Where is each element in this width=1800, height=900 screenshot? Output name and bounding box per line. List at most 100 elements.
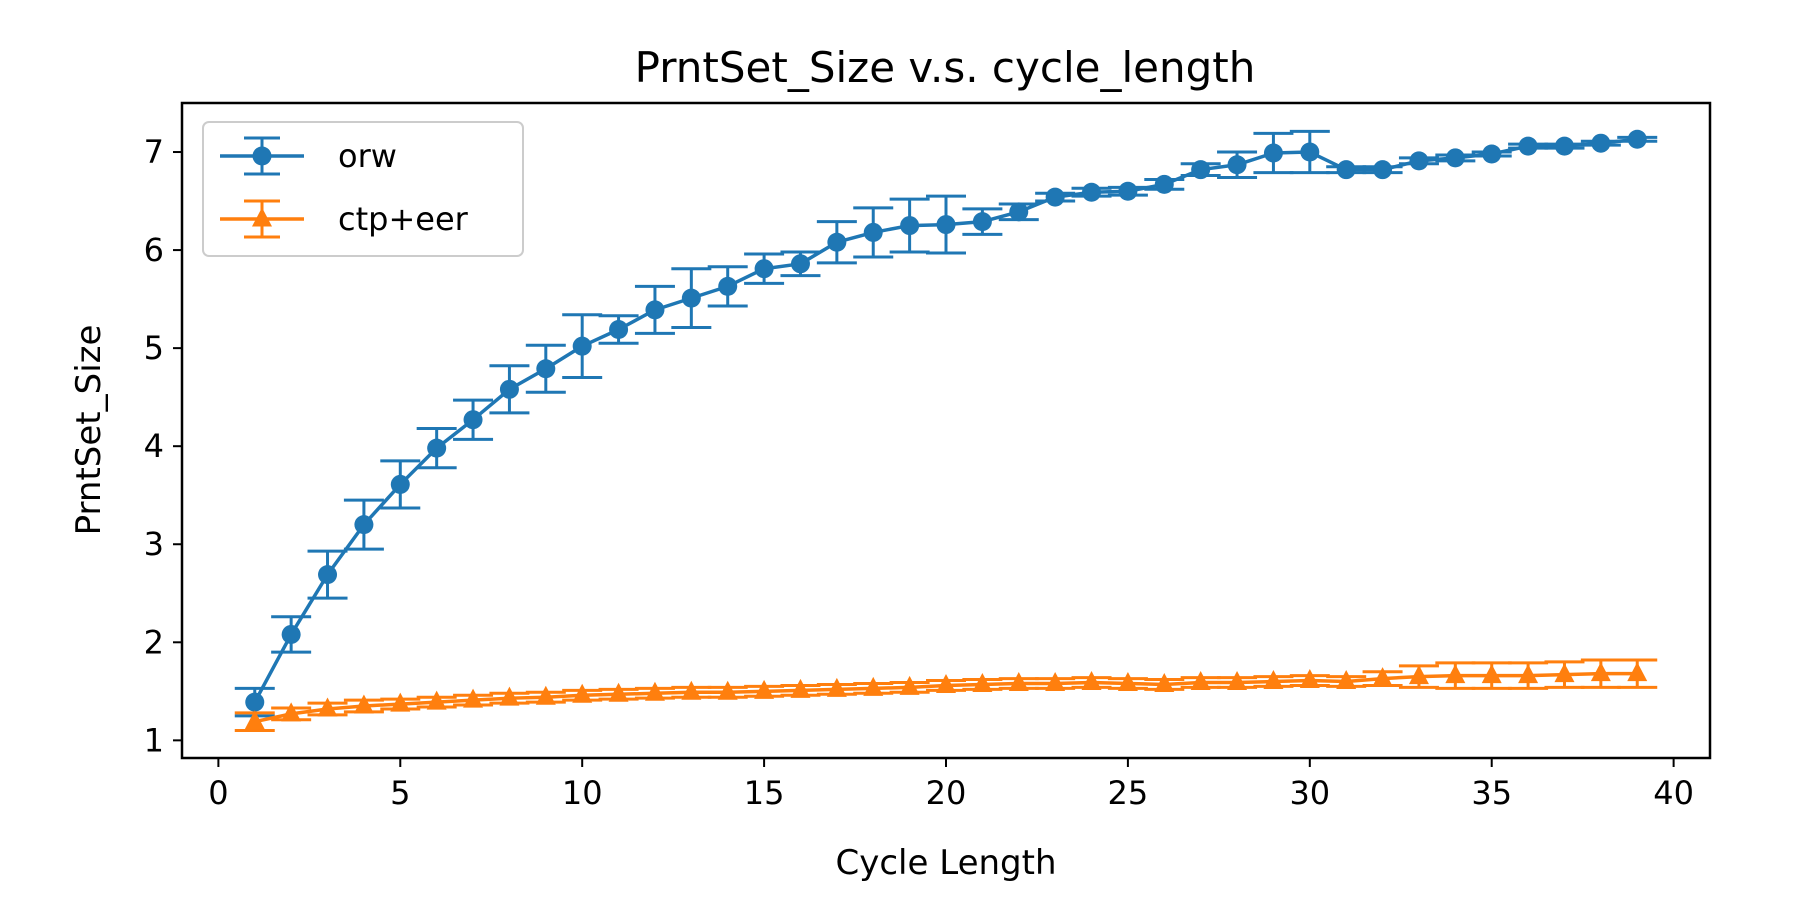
data-point: [1117, 671, 1138, 691]
data-point: [1045, 671, 1066, 691]
data-point: [1408, 665, 1429, 685]
data-point: [499, 686, 520, 706]
x-tick-label: 30: [1289, 774, 1330, 812]
legend-marker: [252, 146, 272, 166]
data-point: [1263, 670, 1284, 690]
data-point: [1045, 187, 1065, 207]
series-orw: [234, 129, 1658, 718]
y-tick-label: 5: [144, 329, 164, 367]
data-point: [790, 254, 810, 274]
data-point: [1409, 151, 1429, 171]
data-point: [1554, 663, 1575, 683]
data-point: [1190, 670, 1211, 690]
legend-entry-ctp+eer: ctp+eer: [220, 199, 469, 239]
legend-marker: [252, 207, 272, 227]
y-axis-label: PrntSet_Size: [69, 325, 109, 536]
x-tick-label: 25: [1108, 774, 1149, 812]
data-point: [318, 565, 338, 585]
x-tick-label: 20: [926, 774, 967, 812]
data-point: [572, 336, 592, 356]
data-point: [281, 702, 302, 722]
data-point: [1373, 160, 1393, 180]
x-tick-label: 40: [1653, 774, 1694, 812]
legend-label: orw: [338, 137, 397, 175]
data-point: [936, 673, 956, 693]
data-point: [1590, 662, 1611, 682]
data-point: [1482, 144, 1502, 164]
data-point: [1481, 664, 1502, 684]
data-point: [317, 697, 338, 717]
data-point: [899, 675, 920, 695]
data-point: [536, 359, 556, 379]
data-point: [353, 694, 374, 714]
data-point: [244, 710, 265, 730]
legend-label: ctp+eer: [338, 200, 469, 238]
data-point: [1118, 181, 1138, 201]
data-point: [754, 259, 774, 279]
data-point: [1081, 670, 1102, 690]
x-tick-label: 35: [1471, 774, 1512, 812]
data-point: [681, 680, 702, 700]
data-point: [1191, 160, 1211, 180]
data-point: [863, 222, 883, 242]
data-point: [1154, 174, 1174, 194]
series-ctp+eer: [234, 658, 1658, 733]
data-point: [1082, 182, 1102, 202]
y-tick-label: 6: [144, 231, 164, 269]
data-point: [1445, 664, 1466, 684]
data-point: [390, 692, 411, 712]
data-point: [609, 320, 629, 340]
y-tick-label: 1: [144, 721, 164, 759]
legend: orw ctp+eer: [202, 121, 524, 257]
data-point: [718, 276, 738, 296]
data-point: [426, 690, 447, 710]
data-point: [936, 215, 956, 235]
data-point: [572, 683, 593, 703]
y-tick-label: 2: [144, 623, 164, 661]
data-point: [1627, 129, 1647, 149]
data-point: [1554, 136, 1574, 156]
data-point: [1299, 669, 1320, 689]
data-point: [499, 379, 519, 399]
data-point: [972, 212, 992, 232]
data-point: [681, 288, 701, 308]
data-point: [281, 624, 301, 644]
y-tick-label: 7: [144, 133, 164, 171]
data-point: [463, 410, 483, 430]
data-point: [827, 232, 847, 252]
x-tick-label: 10: [562, 774, 603, 812]
data-point: [1008, 671, 1029, 691]
x-tick-label: 5: [390, 774, 410, 812]
data-point: [1372, 667, 1393, 687]
data-point: [354, 515, 374, 535]
data-point: [717, 680, 738, 700]
data-point: [754, 679, 775, 699]
data-point: [863, 676, 884, 696]
data-point: [972, 672, 993, 692]
data-point: [1518, 136, 1538, 156]
data-point: [900, 216, 920, 236]
data-point: [644, 681, 665, 701]
data-point: [608, 682, 629, 702]
x-axis-label: Cycle Length: [836, 843, 1057, 883]
data-point: [826, 677, 847, 697]
data-point: [1300, 142, 1320, 162]
data-point: [1009, 202, 1029, 222]
data-point: [427, 438, 447, 458]
data-point: [1591, 133, 1611, 153]
x-tick-label: 15: [744, 774, 785, 812]
data-point: [1263, 143, 1283, 163]
data-point: [463, 688, 484, 708]
data-point: [245, 692, 265, 712]
y-tick-label: 4: [144, 427, 164, 465]
data-point: [790, 678, 811, 698]
data-point: [1336, 160, 1356, 180]
data-point: [645, 300, 665, 320]
plot-area: [234, 129, 1658, 733]
data-point: [1445, 148, 1465, 168]
data-point: [1627, 662, 1648, 682]
data-point: [1336, 670, 1357, 690]
legend-entry-orw: orw: [220, 136, 397, 176]
data-point: [1227, 670, 1248, 690]
data-point: [1518, 664, 1539, 684]
